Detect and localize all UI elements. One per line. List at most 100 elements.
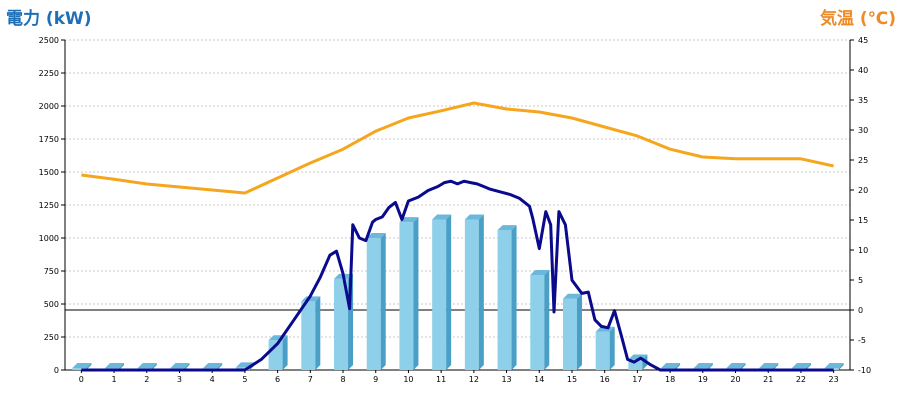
x-tick-label: 22 (796, 375, 806, 384)
left-tick-label: 0 (54, 366, 59, 375)
x-tick-label: 16 (600, 375, 610, 384)
x-tick-label: 4 (210, 375, 215, 384)
x-tick-label: 14 (534, 375, 544, 384)
bar-top (497, 225, 517, 231)
left-tick-label: 2000 (39, 102, 59, 111)
left-tick-label: 1500 (39, 168, 59, 177)
right-tick-label: 40 (858, 66, 868, 75)
bar-top (105, 363, 125, 369)
right-tick-label: -5 (858, 336, 866, 345)
bar-top (203, 363, 223, 369)
left-tick-label: 750 (44, 267, 59, 276)
left-tick-label: 1750 (39, 135, 59, 144)
bar (562, 298, 577, 370)
x-tick-label: 23 (829, 375, 839, 384)
bar-top (530, 269, 550, 275)
bar-side (282, 335, 288, 370)
x-tick-label: 17 (632, 375, 642, 384)
bar (399, 222, 414, 370)
bar-top (464, 214, 484, 220)
right-tick-label: 20 (858, 186, 868, 195)
x-tick-label: 1 (112, 375, 117, 384)
right-tick-label: 25 (858, 156, 868, 165)
power-line (81, 179, 834, 372)
right-tick-label: 30 (858, 126, 868, 135)
x-tick-label: 20 (730, 375, 740, 384)
bar-side (707, 363, 713, 370)
x-tick-label: 10 (403, 375, 413, 384)
bar-side (217, 363, 223, 370)
x-tick-label: 0 (79, 375, 84, 384)
x-tick-label: 3 (177, 375, 182, 384)
bar (334, 278, 349, 370)
bar-side (446, 214, 452, 370)
bar-side (609, 326, 615, 370)
bar-top (791, 363, 811, 369)
bar (301, 301, 316, 370)
bar-side (675, 363, 681, 370)
bar-top (661, 363, 681, 369)
right-tick-label: 45 (858, 36, 868, 45)
left-tick-label: 1250 (39, 201, 59, 210)
right-tick-label: -10 (858, 366, 871, 375)
bar-side (544, 269, 550, 370)
right-axis-label: 気温 (℃) (819, 9, 896, 29)
left-axis-label: 電力 (kW) (6, 9, 92, 29)
x-tick-label: 6 (275, 375, 280, 384)
bar (595, 331, 610, 370)
bar-side (838, 363, 844, 370)
x-tick-label: 5 (242, 375, 247, 384)
bar (72, 368, 87, 370)
bar-top (432, 214, 452, 220)
x-tick-label: 8 (340, 375, 345, 384)
bar-top (72, 363, 92, 369)
bar-side (86, 363, 92, 370)
bar-top (693, 363, 713, 369)
x-tick-label: 12 (469, 375, 479, 384)
x-tick-label: 19 (698, 375, 708, 384)
bar (497, 230, 512, 370)
bar-top (726, 363, 746, 369)
bar-side (315, 296, 321, 370)
bar-side (576, 293, 582, 370)
bar-side (119, 363, 125, 370)
right-tick-label: 35 (858, 96, 868, 105)
bar-top (170, 363, 190, 369)
bar-side (478, 214, 484, 370)
right-tick-label: 10 (858, 246, 868, 255)
bar (628, 359, 643, 370)
x-tick-label: 18 (665, 375, 675, 384)
left-tick-label: 1000 (39, 234, 59, 243)
bar-top (824, 363, 844, 369)
bar-top (562, 293, 582, 299)
left-tick-label: 500 (44, 300, 59, 309)
bar-side (184, 363, 190, 370)
x-tick-label: 11 (436, 375, 446, 384)
x-tick-label: 15 (567, 375, 577, 384)
bar (366, 238, 381, 370)
bar-side (380, 233, 386, 370)
x-tick-label: 13 (501, 375, 511, 384)
bar (530, 274, 545, 370)
right-tick-label: 15 (858, 216, 868, 225)
bar-top (595, 326, 615, 332)
bar-top (759, 363, 779, 369)
x-tick-label: 2 (144, 375, 149, 384)
bar-side (740, 363, 746, 370)
bar-side (773, 363, 779, 370)
temperature-line (81, 101, 834, 195)
x-tick-label: 21 (763, 375, 773, 384)
x-tick-label: 9 (373, 375, 378, 384)
bar-top (366, 233, 386, 238)
bar-side (151, 363, 157, 370)
bar-side (805, 363, 811, 370)
right-tick-label: 0 (858, 306, 863, 315)
x-tick-label: 7 (308, 375, 313, 384)
bar (432, 219, 447, 370)
left-tick-label: 250 (44, 333, 59, 342)
bar-side (511, 225, 517, 370)
bar (464, 219, 479, 370)
left-tick-label: 2500 (39, 36, 59, 45)
bar-top (137, 363, 157, 369)
